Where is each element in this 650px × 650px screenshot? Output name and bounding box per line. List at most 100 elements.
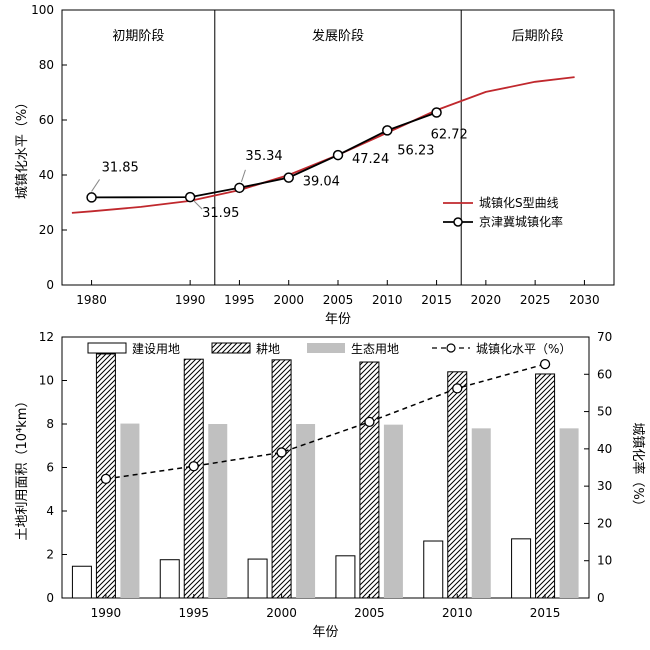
data-label: 31.95: [202, 206, 239, 221]
construction-land-bar: [423, 540, 444, 599]
y2-tick-label: 10: [597, 554, 612, 568]
x-tick-label: 2020: [471, 293, 502, 307]
construction-land-bar: [511, 538, 532, 599]
y2-tick-label: 0: [597, 591, 605, 605]
x-tick-label: 2030: [569, 293, 600, 307]
legend-label-ecological: 生态用地: [351, 342, 399, 356]
x-tick-label: 1980: [76, 293, 107, 307]
x-tick-label: 1990: [91, 606, 122, 620]
y-tick-label: 80: [39, 58, 54, 72]
urbanization-level-point: [188, 461, 199, 472]
legend-label-urbanization: 京津冀城镇化率: [479, 214, 563, 229]
y-tick-label: 4: [46, 504, 54, 518]
y2-tick-label: 30: [597, 479, 612, 493]
data-label: 39.04: [303, 175, 340, 190]
legend-swatch-cultivated: [211, 342, 251, 354]
urbanization-rate-point: [431, 107, 442, 118]
y-tick-label: 12: [39, 330, 54, 344]
urbanization-level-point: [539, 358, 551, 370]
urbanization-level-point: [364, 416, 375, 428]
construction-land-bar: [335, 555, 356, 599]
ecological-land-bar: [296, 424, 316, 598]
stage-label: 发展阶段: [312, 28, 364, 44]
x-tick-label: 2000: [266, 606, 297, 620]
construction-land-bar: [247, 558, 268, 599]
urbanization-rate-point: [86, 192, 97, 203]
urbanization-level-line: [105, 363, 546, 480]
x-tick-label: 1995: [224, 293, 255, 307]
y-tick-label: 0: [46, 591, 54, 605]
legend-label-construction: 建设用地: [132, 342, 180, 356]
cultivated-land-bar: [271, 359, 292, 599]
stage-label: 初期阶段: [112, 29, 164, 44]
y-tick-label: 40: [39, 168, 54, 182]
x-tick-label: 2010: [372, 293, 403, 307]
y-axis-title: 城镇化水平（%）: [15, 96, 30, 199]
ecological-land-bar: [383, 424, 403, 598]
y-axis-title: 土地利用面积（10⁴km）: [15, 395, 30, 541]
x-tick-label: 2005: [323, 293, 354, 307]
y-tick-label: 10: [39, 374, 54, 388]
x-axis-title: 年份: [325, 312, 351, 327]
legend-swatch-ecological: [307, 343, 345, 353]
urbanization-rate-point: [382, 125, 393, 136]
cultivated-land-bar: [535, 373, 556, 599]
data-label-leader: [91, 179, 100, 192]
legend-label-cultivated: 耕地: [256, 341, 280, 356]
data-label: 31.85: [102, 160, 139, 175]
ecological-land-bar: [120, 423, 140, 598]
urbanization-rate-point: [234, 182, 245, 194]
ecological-land-bar: [471, 428, 491, 598]
y-tick-label: 6: [46, 461, 54, 475]
legend-marker-urbanization: [453, 217, 463, 227]
y2-axis-title: 城镇化率（%）: [630, 422, 646, 512]
y2-tick-label: 50: [597, 405, 612, 419]
land-use-bar-chart: 0 2 4 6 8 10 12 0 10 20 30 40 50 60 70 1990 1995 2000 2005…: [15, 330, 646, 640]
y-tick-label: 60: [39, 113, 54, 127]
x-tick-label: 1990: [175, 293, 206, 307]
urbanization-rate-point: [283, 172, 294, 183]
urbanization-level-point: [452, 383, 463, 394]
data-label: 56.23: [397, 143, 434, 158]
ecological-land-bar: [208, 424, 228, 598]
legend-label-s-curve: 城镇化S型曲线: [479, 196, 559, 210]
urbanization-rate-point: [332, 149, 344, 161]
urbanization-s-curve-chart: 初期阶段 发展阶段 后期阶段 0 20 40 60 80 100 1980 1990 1995 2000…: [15, 3, 615, 327]
construction-land-bar: [159, 559, 180, 599]
urbanization-rate-point: [184, 191, 196, 203]
y-tick-label: 2: [46, 548, 54, 562]
data-label-leader: [240, 169, 246, 182]
legend-swatch-construction: [87, 342, 127, 354]
plot-frame: [61, 9, 615, 286]
data-label: 35.34: [245, 149, 282, 164]
x-tick-label: 2010: [442, 606, 473, 620]
y2-tick-label: 70: [597, 330, 612, 344]
legend-marker-urbanization: [446, 343, 456, 353]
construction-land-bar: [71, 565, 92, 599]
urbanization-level-point: [276, 447, 287, 458]
plot-frame: [61, 336, 590, 599]
x-tick-label: 1995: [178, 606, 209, 620]
s-curve-line: [71, 76, 575, 214]
y-tick-label: 0: [46, 278, 54, 292]
y-tick-label: 20: [39, 223, 54, 237]
urbanization-level-point: [100, 473, 112, 485]
cultivated-land-bar: [359, 361, 380, 599]
x-tick-label: 2015: [421, 293, 452, 307]
stage-label: 后期阶段: [512, 29, 564, 44]
y2-tick-label: 60: [597, 367, 612, 381]
y-tick-label: 8: [46, 417, 54, 431]
y2-tick-label: 40: [597, 442, 612, 456]
ecological-land-bar: [559, 428, 579, 598]
data-label: 47.24: [352, 152, 389, 167]
y-tick-label: 100: [31, 3, 54, 17]
legend-label-urbanization: 城镇化水平（%）: [476, 342, 571, 356]
x-tick-label: 2000: [273, 293, 304, 307]
data-label-leader: [193, 200, 203, 210]
cultivated-land-bar: [447, 371, 468, 599]
y2-tick-label: 20: [597, 516, 612, 530]
x-tick-label: 2025: [520, 293, 551, 307]
cultivated-land-bar: [183, 358, 204, 599]
x-axis-title: 年份: [312, 625, 338, 640]
